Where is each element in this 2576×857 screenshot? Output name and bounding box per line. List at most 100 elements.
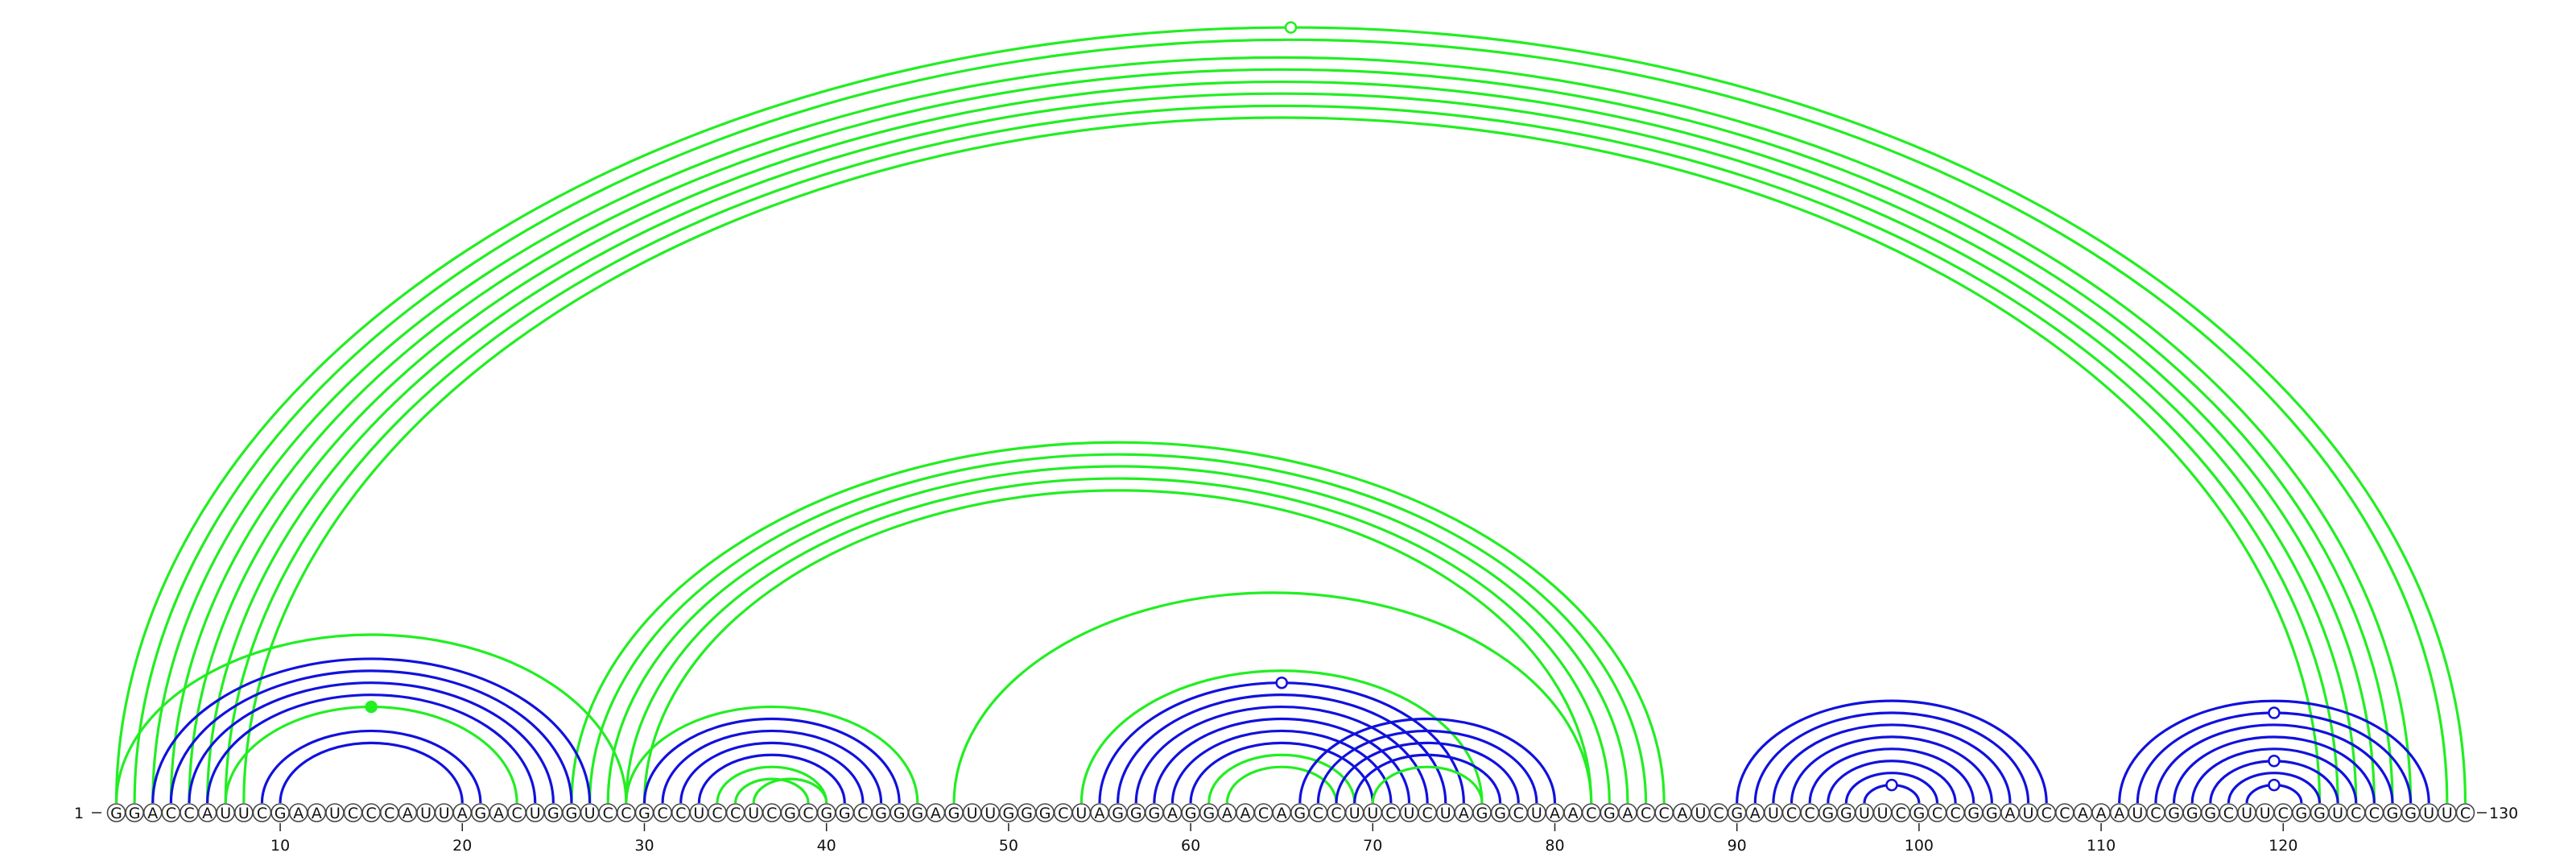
nucleotide: G bbox=[1017, 803, 1037, 822]
nucleotide: U bbox=[2128, 803, 2148, 822]
nucleotide: G bbox=[835, 803, 855, 822]
nucleotide: C bbox=[1927, 803, 1947, 822]
nucleotide: C bbox=[1327, 803, 1346, 822]
nucleotide-letter: G bbox=[1967, 805, 1979, 822]
arc-marker bbox=[1885, 778, 1898, 792]
nucleotide: G bbox=[999, 803, 1018, 822]
pair-arc bbox=[952, 591, 1593, 804]
nucleotide: G bbox=[2383, 803, 2402, 822]
nucleotide: C bbox=[1418, 803, 1437, 822]
nucleotide-letter: G bbox=[129, 805, 141, 822]
nucleotide-letter: G bbox=[638, 805, 650, 822]
nucleotide-letter: G bbox=[1185, 805, 1197, 822]
nucleotide: A bbox=[1162, 803, 1183, 822]
nucleotide-letter: U bbox=[2023, 805, 2034, 822]
nucleotide-letter: U bbox=[439, 805, 450, 822]
nucleotide-letter: G bbox=[566, 805, 578, 822]
nucleotide-letter: C bbox=[803, 805, 813, 822]
nucleotide-letter: A bbox=[2114, 805, 2124, 822]
nucleotide-letter: C bbox=[1805, 805, 1815, 822]
nucleotide: A bbox=[1618, 803, 1637, 822]
nucleotide-letter: C bbox=[1932, 805, 1942, 822]
nucleotide: A bbox=[1217, 803, 1237, 822]
nucleotide-letter: A bbox=[1622, 805, 1633, 822]
pair-arc bbox=[606, 465, 1629, 804]
pair-arc bbox=[642, 489, 1593, 804]
pair-arc bbox=[1189, 741, 1374, 804]
nucleotide-letter: G bbox=[2296, 805, 2308, 822]
nucleotide-letter: U bbox=[1349, 805, 1360, 822]
pair-arc bbox=[2227, 772, 2322, 804]
nucleotide: C bbox=[725, 803, 745, 822]
tick-label: 30 bbox=[634, 837, 654, 855]
nucleotide: U bbox=[1071, 803, 1092, 822]
nucleotide: U bbox=[962, 803, 982, 822]
nucleotide-letter: G bbox=[1913, 805, 1926, 822]
nucleotide: C bbox=[617, 803, 636, 822]
nucleotide: C bbox=[598, 803, 618, 822]
pair-arc bbox=[661, 729, 883, 804]
nucleotide: A bbox=[398, 803, 418, 822]
nucleotide-letter: U bbox=[1075, 805, 1087, 822]
nucleotide-letter: C bbox=[1896, 805, 1906, 822]
nucleotide-letter: A bbox=[2096, 805, 2107, 822]
nucleotide: C bbox=[853, 803, 873, 822]
nucleotide-letter: A bbox=[2004, 805, 2015, 822]
pair-arc bbox=[1298, 717, 1557, 804]
pair-arc bbox=[1790, 735, 1993, 804]
nucleotide: G bbox=[106, 803, 126, 822]
nucleotide-letter: A bbox=[493, 805, 504, 822]
nucleotide: A bbox=[1236, 803, 1255, 822]
nucleotide-letter: C bbox=[621, 805, 631, 822]
nucleotide: C bbox=[2037, 803, 2057, 822]
nucleotide: C bbox=[361, 803, 381, 822]
nucleotide: C bbox=[2364, 803, 2384, 822]
nucleotide-letter: C bbox=[366, 805, 377, 822]
nucleotide: C bbox=[2146, 803, 2165, 822]
pair-arc bbox=[169, 68, 2394, 804]
nucleotide: A bbox=[2000, 803, 2020, 822]
nucleotide: G bbox=[1600, 803, 1620, 822]
arc-marker bbox=[2268, 754, 2281, 768]
tick-label: 10 bbox=[270, 837, 290, 855]
nucleotide: G bbox=[634, 803, 654, 822]
nucleotide-letter: C bbox=[1422, 805, 1432, 822]
nucleotide-letter: C bbox=[1258, 805, 1269, 822]
pair-arc bbox=[114, 633, 628, 804]
nucleotide-letter: G bbox=[2204, 805, 2216, 822]
nucleotide-letter: A bbox=[202, 805, 213, 822]
nucleotide: A bbox=[2091, 803, 2111, 822]
nucleotide-letter: G bbox=[110, 805, 122, 822]
nucleotide-letter: C bbox=[2460, 805, 2471, 822]
nucleotide: C bbox=[708, 803, 727, 822]
pair-arc bbox=[1772, 723, 2012, 804]
nucleotide-letter: G bbox=[875, 805, 887, 822]
nucleotide-letter: A bbox=[1094, 805, 1104, 822]
nucleotide-letter: G bbox=[911, 805, 923, 822]
nucleotide-letter: A bbox=[1277, 805, 1287, 822]
nucleotide: G bbox=[1818, 803, 1838, 822]
pair-arc bbox=[1335, 741, 1520, 804]
pair-arc bbox=[1170, 729, 1393, 804]
nucleotide: U bbox=[1435, 803, 1455, 822]
nucleotide-letter: C bbox=[712, 805, 722, 822]
nucleotide: U bbox=[689, 803, 709, 822]
pair-arc bbox=[206, 693, 537, 804]
nucleotide: C bbox=[379, 803, 399, 822]
nucleotide: C bbox=[343, 803, 363, 822]
pair-arc bbox=[588, 453, 1648, 804]
tick-label: 80 bbox=[1545, 837, 1564, 855]
nucleotide-letter: U bbox=[693, 805, 704, 822]
pair-arc bbox=[133, 38, 2449, 804]
nucleotide-letter: A bbox=[1550, 805, 1560, 822]
nucleotide: A bbox=[489, 803, 509, 822]
nucleotide-letter: C bbox=[675, 805, 686, 822]
tick-label: 60 bbox=[1181, 837, 1200, 855]
arc-marker bbox=[2268, 778, 2281, 792]
nucleotide: G bbox=[1909, 803, 1929, 822]
nucleotide: G bbox=[1126, 803, 1146, 822]
pair-arc bbox=[2118, 699, 2430, 804]
pair-arc bbox=[1134, 706, 1429, 804]
nucleotide: G bbox=[780, 803, 800, 822]
nucleotide: G bbox=[890, 803, 909, 822]
